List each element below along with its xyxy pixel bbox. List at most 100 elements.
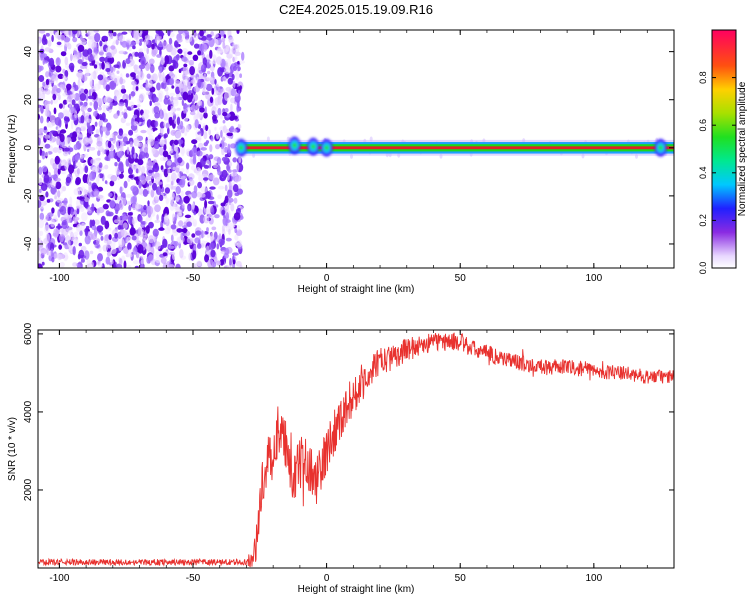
noise-mark (125, 201, 133, 205)
noise-mark (80, 106, 87, 111)
noise-mark (63, 147, 70, 152)
noise-mark (122, 136, 128, 143)
noise-mark (55, 75, 59, 84)
noise-mark (227, 77, 233, 85)
noise-mark (42, 58, 45, 65)
noise-mark (48, 57, 55, 68)
noise-mark (168, 117, 172, 125)
noise-mark (114, 232, 118, 239)
noise-mark (232, 56, 235, 63)
noise-mark (179, 179, 186, 188)
noise-mark (76, 199, 81, 207)
noise-mark (118, 219, 124, 226)
noise-mark (74, 154, 81, 161)
noise-mark (209, 60, 214, 65)
noise-mark (175, 194, 180, 203)
noise-mark (203, 215, 210, 224)
noise-mark (187, 51, 193, 55)
noise-mark (227, 197, 234, 203)
noise-mark (178, 83, 184, 93)
noise-mark (121, 31, 128, 35)
noise-mark (127, 242, 132, 251)
noise-mark (174, 159, 178, 164)
noise-mark (99, 71, 105, 76)
noise-mark (120, 197, 127, 206)
noise-mark (70, 247, 74, 254)
noise-mark (110, 32, 114, 40)
noise-mark (47, 40, 52, 47)
noise-mark (96, 194, 104, 199)
noise-mark (134, 51, 139, 57)
noise-mark (122, 133, 128, 138)
noise-mark (76, 196, 84, 200)
noise-mark (54, 32, 59, 37)
noise-mark (128, 30, 133, 33)
noise-mark (163, 168, 169, 178)
noise-mark (203, 142, 208, 147)
noise-mark (164, 213, 169, 223)
noise-mark (148, 180, 152, 186)
noise-mark (63, 110, 69, 116)
noise-mark (205, 83, 213, 92)
noise-mark (204, 254, 210, 263)
noise-mark (54, 116, 62, 126)
noise-mark (58, 112, 64, 119)
noise-mark (152, 228, 159, 237)
band-blob (320, 138, 333, 157)
x-tick-label: 100 (585, 273, 602, 284)
noise-mark (77, 59, 83, 64)
noise-mark (231, 73, 235, 81)
noise-mark (191, 139, 198, 145)
noise-mark (123, 142, 127, 146)
noise-mark (225, 237, 232, 242)
noise-mark (163, 144, 167, 151)
noise-mark (107, 192, 113, 197)
noise-mark (142, 30, 149, 36)
y-tick-label: -20 (23, 188, 34, 203)
noise-mark (183, 195, 190, 204)
noise-mark (110, 247, 117, 255)
noise-mark (147, 235, 155, 244)
noise-mark (132, 246, 138, 255)
noise-mark (223, 252, 229, 259)
noise-mark (203, 164, 210, 169)
noise-mark (237, 124, 242, 129)
noise-mark (182, 227, 188, 234)
noise-mark (125, 99, 128, 108)
noise-mark (68, 108, 72, 118)
noise-mark (236, 162, 240, 172)
y-tick-label: 0 (23, 145, 34, 151)
y-tick-label: 6000 (23, 322, 34, 345)
noise-mark (146, 160, 153, 170)
noise-mark (118, 50, 126, 55)
noise-mark (93, 30, 99, 33)
noise-mark (137, 71, 145, 80)
noise-mark (222, 125, 227, 134)
noise-mark (224, 184, 228, 192)
noise-mark (87, 148, 90, 152)
noise-mark (224, 108, 229, 113)
noise-mark (72, 54, 77, 62)
noise-mark (188, 252, 192, 261)
noise-mark (140, 259, 145, 265)
noise-mark (111, 240, 116, 249)
noise-mark (61, 219, 68, 230)
noise-mark (175, 167, 180, 173)
noise-mark (93, 111, 98, 117)
noise-mark (60, 186, 63, 194)
noise-mark (184, 75, 190, 82)
noise-mark (58, 163, 61, 170)
noise-mark (172, 166, 177, 171)
noise-mark (68, 164, 75, 174)
noise-mark (89, 30, 93, 34)
noise-mark (158, 73, 163, 82)
noise-mark (232, 169, 236, 178)
noise-mark (97, 253, 103, 262)
noise-mark (121, 229, 128, 238)
noise-mark (43, 174, 50, 184)
noise-mark (176, 116, 181, 126)
noise-mark (79, 38, 87, 46)
noise-mark (94, 242, 101, 249)
noise-mark (38, 188, 42, 193)
noise-mark (210, 135, 214, 142)
